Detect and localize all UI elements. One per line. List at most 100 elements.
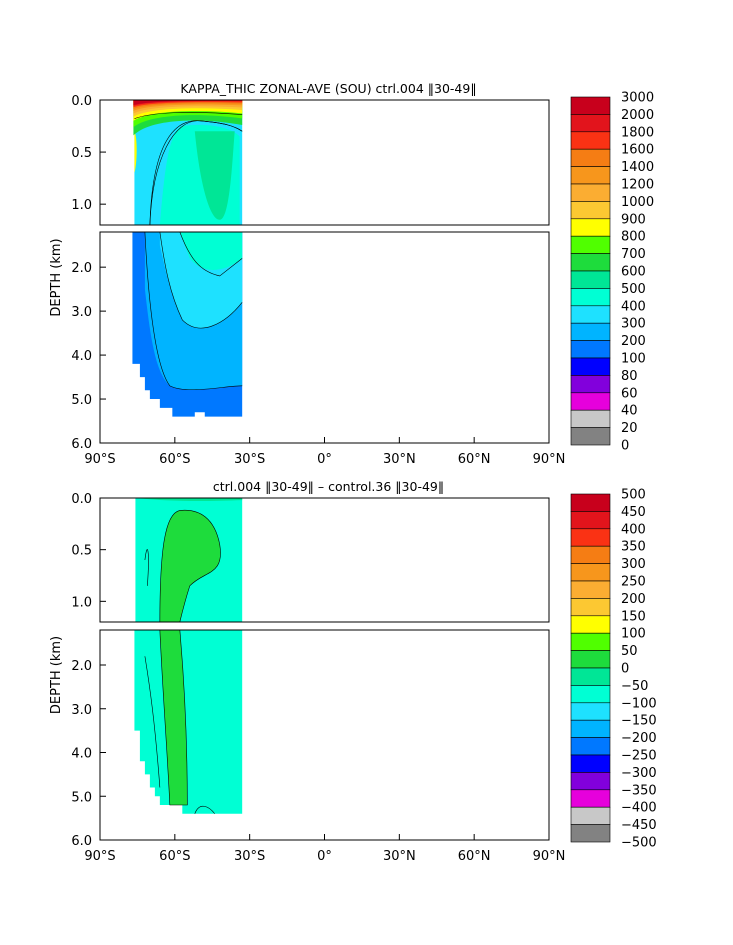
colorbar-label: 200 — [621, 592, 646, 607]
colorbar-swatch — [570, 580, 611, 599]
x-tick-label: 90°S — [84, 849, 115, 864]
contour-line — [194, 805, 215, 814]
colorbar-swatch — [570, 201, 611, 220]
colorbar-label: −350 — [621, 783, 657, 798]
colorbar-swatch — [570, 253, 611, 272]
colorbar-label: 1800 — [621, 125, 654, 140]
y-tick-label: 1.0 — [71, 198, 92, 213]
y-tick-label: 4.0 — [71, 349, 92, 364]
x-tick-label: 60°N — [458, 849, 491, 864]
colorbar-swatch — [570, 789, 611, 808]
colorbar-label: 200 — [621, 334, 646, 349]
colorbar-label: −300 — [621, 766, 657, 781]
colorbar-label: 500 — [621, 488, 646, 503]
y-tick-label: 0.5 — [71, 544, 92, 559]
colorbar-swatch — [570, 114, 611, 133]
upper-field — [135, 498, 243, 622]
colorbar-swatch — [570, 340, 611, 359]
lower-field — [132, 232, 243, 417]
colorbar-label: 250 — [621, 575, 646, 590]
colorbar-label: 3000 — [621, 91, 654, 106]
colorbar-swatch — [570, 632, 611, 651]
colorbar-label: 300 — [621, 317, 646, 332]
chart-title: KAPPA_THIC ZONAL-AVE (SOU) ctrl.004 ‖30-… — [180, 81, 476, 96]
colorbar-swatch — [570, 322, 611, 341]
colorbar-swatch — [570, 754, 611, 773]
colorbar-label: 50 — [621, 644, 638, 659]
colorbar-swatch — [570, 667, 611, 686]
colorbar-label: −150 — [621, 714, 657, 729]
colorbar-swatch — [570, 772, 611, 791]
x-tick-label: 60°S — [159, 849, 190, 864]
x-tick-label: 90°N — [533, 849, 566, 864]
y-tick-label: 4.0 — [71, 747, 92, 762]
colorbar-label: 0 — [621, 662, 629, 677]
chart-title: ctrl.004 ‖30-49‖ – control.36 ‖30-49‖ — [213, 479, 444, 494]
y-tick-label: 5.0 — [71, 790, 92, 805]
colorbar-label: 450 — [621, 505, 646, 520]
colorbar-label: 40 — [621, 404, 638, 419]
colorbar-swatch — [570, 288, 611, 307]
x-tick-label: 90°N — [533, 452, 566, 467]
colorbar-label: 100 — [621, 352, 646, 367]
y-tick-label: 0.0 — [71, 94, 92, 109]
colorbar-label: 1600 — [621, 143, 654, 158]
colorbar-label: 100 — [621, 627, 646, 642]
colorbar-swatch — [570, 702, 611, 721]
colorbar-swatch — [570, 131, 611, 150]
colorbar-label: 300 — [621, 557, 646, 572]
x-tick-label: 30°N — [383, 849, 416, 864]
colorbar-label: 1400 — [621, 160, 654, 175]
colorbar-label: −500 — [621, 836, 657, 851]
contour-line — [134, 112, 243, 120]
x-tick-label: 30°S — [234, 849, 265, 864]
contour-line — [159, 232, 243, 329]
contour-line — [179, 232, 243, 277]
colorbar-label: −100 — [621, 696, 657, 711]
colorbar-swatch — [570, 183, 611, 202]
colorbar-label: 150 — [621, 609, 646, 624]
x-tick-label: 30°N — [383, 452, 416, 467]
colorbar-label: 20 — [621, 421, 638, 436]
colorbar: 500450400350300250200150100500−50−100−15… — [570, 488, 657, 851]
colorbar-label: 400 — [621, 522, 646, 537]
colorbar-swatch — [570, 235, 611, 254]
colorbar-swatch — [570, 409, 611, 428]
y-tick-label: 0.5 — [71, 146, 92, 161]
y-tick-label: 5.0 — [71, 393, 92, 408]
colorbar-swatch — [570, 650, 611, 669]
colorbar-label: 700 — [621, 247, 646, 262]
colorbar-label: −50 — [621, 679, 648, 694]
colorbar-swatch — [570, 511, 611, 530]
colorbar-swatch — [570, 493, 611, 512]
x-tick-label: 30°S — [234, 452, 265, 467]
y-tick-label: 2.0 — [71, 261, 92, 276]
colorbar-swatch — [570, 148, 611, 167]
colorbar-swatch — [570, 270, 611, 289]
panel-2: ctrl.004 ‖30-49‖ – control.36 ‖30-49‖ 0.0… — [49, 479, 657, 864]
colorbar-swatch — [570, 737, 611, 756]
x-tick-label: 60°S — [159, 452, 190, 467]
colorbar-swatch — [570, 357, 611, 376]
colorbar-swatch — [570, 545, 611, 564]
colorbar-swatch — [570, 824, 611, 843]
y-tick-label: 6.0 — [71, 834, 92, 849]
colorbar-label: 2000 — [621, 108, 654, 123]
colorbar-swatch — [570, 427, 611, 446]
contour-line — [144, 656, 161, 788]
colorbar-swatch — [570, 528, 611, 547]
colorbar-label: −400 — [621, 801, 657, 816]
y-tick-label: 1.0 — [71, 595, 92, 610]
colorbar-label: 800 — [621, 230, 646, 245]
x-tick-label: 0° — [317, 849, 332, 864]
colorbar-label: −250 — [621, 749, 657, 764]
colorbar-swatch — [570, 166, 611, 185]
colorbar-label: 500 — [621, 282, 646, 297]
colorbar-label: 1000 — [621, 195, 654, 210]
panel-1: KAPPA_THIC ZONAL-AVE (SOU) ctrl.004 ‖30-… — [49, 81, 654, 467]
colorbar-label: −200 — [621, 731, 657, 746]
field-region — [159, 509, 221, 622]
y-tick-label: 6.0 — [71, 437, 92, 452]
colorbar-swatch — [570, 719, 611, 738]
